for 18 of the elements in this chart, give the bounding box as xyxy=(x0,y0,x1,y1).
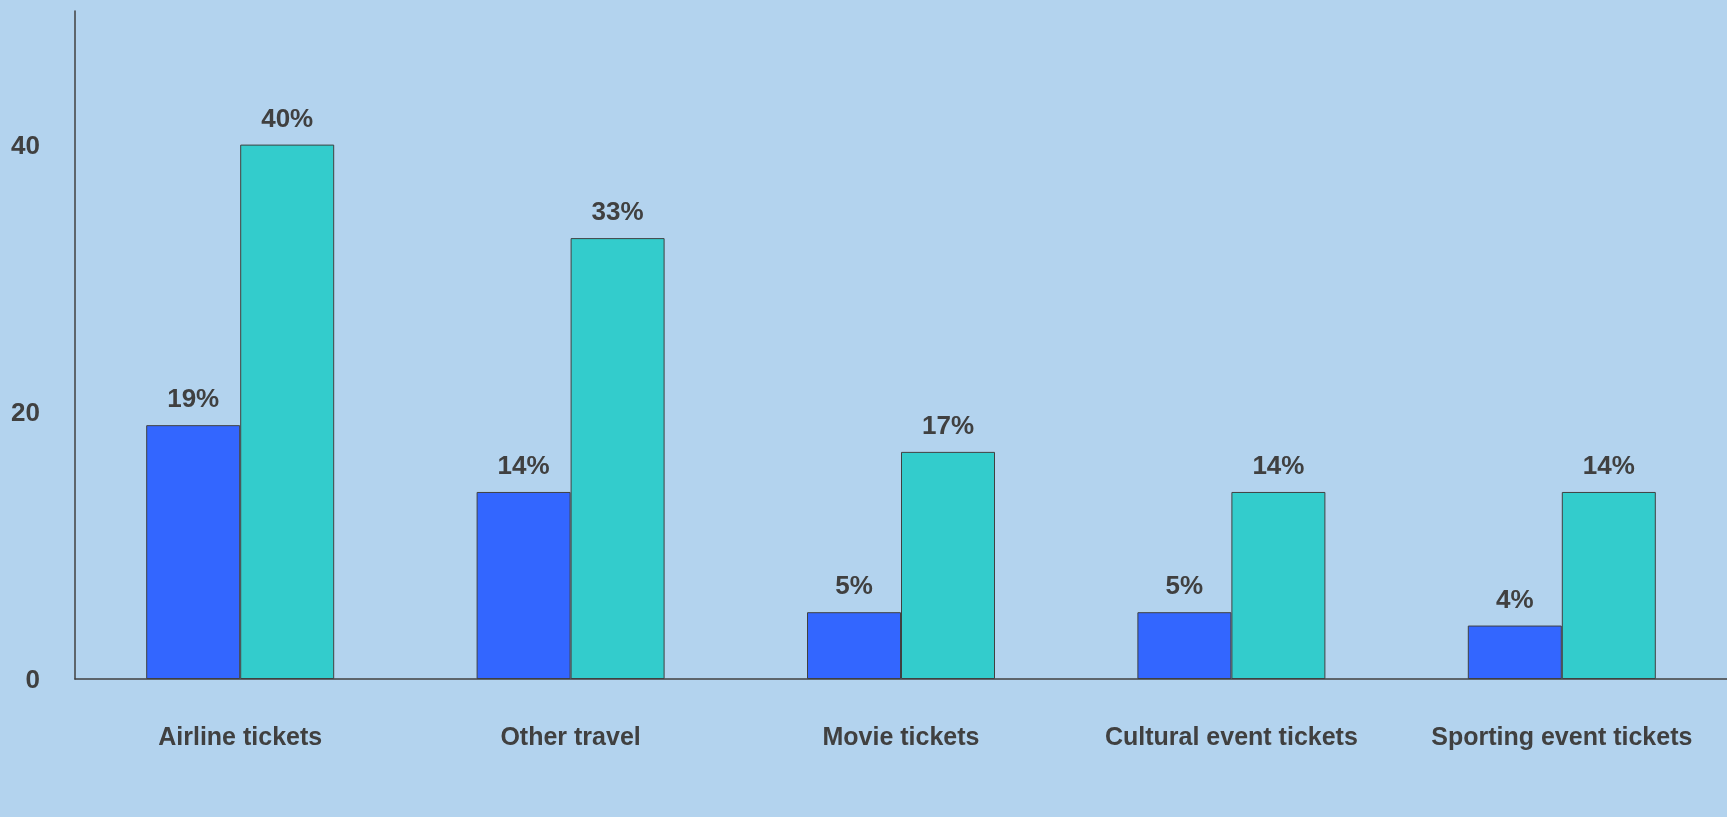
data-label: 40% xyxy=(261,102,314,133)
data-label: 4% xyxy=(1496,583,1534,614)
y-tick-label: 0 xyxy=(25,664,40,694)
y-tick-label: 20 xyxy=(11,396,40,427)
data-label: 33% xyxy=(591,196,644,227)
data-label: 17% xyxy=(921,409,975,440)
x-tick-label: Airline tickets xyxy=(158,722,323,750)
data-label: 5% xyxy=(1165,570,1204,601)
x-tick-label: Other travel xyxy=(500,722,641,750)
data-label: 19% xyxy=(167,383,220,414)
data-label: 14% xyxy=(1252,449,1305,480)
x-tick-label: Cultural event tickets xyxy=(1104,722,1358,750)
x-tick-label: Sporting event tickets xyxy=(1431,722,1693,750)
data-label: 5% xyxy=(835,570,873,601)
x-tick-label: Movie tickets xyxy=(822,722,980,750)
data-label: 14% xyxy=(497,449,550,480)
y-tick-label: 40 xyxy=(11,129,40,160)
data-label: 14% xyxy=(1582,449,1635,480)
